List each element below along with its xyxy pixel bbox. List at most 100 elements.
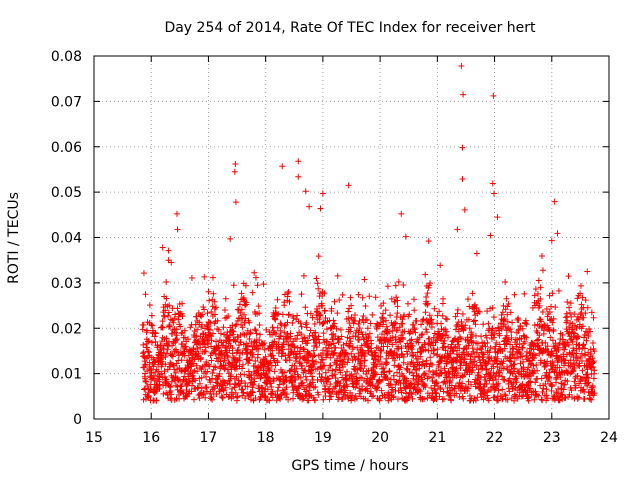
data-point — [298, 323, 305, 330]
data-point — [479, 365, 486, 372]
data-point — [531, 322, 538, 329]
data-point — [330, 317, 337, 324]
data-point — [392, 320, 399, 327]
data-point — [584, 371, 591, 378]
data-point — [400, 336, 407, 343]
data-point — [451, 385, 458, 392]
data-point — [270, 377, 277, 384]
data-point — [202, 394, 209, 401]
data-point — [395, 278, 402, 285]
data-point — [209, 396, 216, 403]
data-point — [532, 285, 539, 292]
data-point — [550, 315, 557, 322]
data-point — [456, 394, 463, 401]
data-point — [298, 331, 305, 338]
data-point — [181, 327, 188, 334]
data-point — [475, 308, 482, 315]
data-point — [309, 314, 316, 321]
data-point — [331, 298, 338, 305]
data-point — [159, 374, 166, 381]
data-point-peak — [232, 160, 239, 167]
data-point — [550, 350, 557, 357]
data-point — [266, 375, 273, 382]
data-point — [169, 330, 176, 337]
data-point — [316, 316, 323, 323]
data-point — [145, 338, 152, 345]
data-point — [584, 380, 591, 387]
data-point — [162, 307, 169, 314]
data-point — [589, 382, 596, 389]
data-point — [519, 353, 526, 360]
data-point — [334, 272, 341, 279]
data-point — [209, 375, 216, 382]
data-point — [542, 339, 549, 346]
data-point — [320, 319, 327, 326]
data-point — [364, 397, 371, 404]
data-point — [337, 380, 344, 387]
data-point — [161, 313, 168, 320]
data-point — [143, 344, 150, 351]
data-point — [489, 325, 496, 332]
data-point — [547, 334, 554, 341]
data-point — [358, 342, 365, 349]
data-point — [507, 309, 514, 316]
data-point — [485, 397, 492, 404]
data-point — [158, 358, 165, 365]
data-point — [211, 298, 218, 305]
data-point — [164, 346, 171, 353]
data-point — [192, 377, 199, 384]
data-point — [495, 380, 502, 387]
grid-lines — [94, 56, 609, 419]
data-point — [207, 379, 214, 386]
data-point — [285, 288, 292, 295]
data-point — [585, 332, 592, 339]
data-point — [386, 367, 393, 374]
data-point — [208, 357, 215, 364]
data-point — [409, 342, 416, 349]
data-point — [178, 330, 185, 337]
data-point — [256, 321, 263, 328]
data-point — [587, 328, 594, 335]
data-point — [391, 357, 398, 364]
y-tick-label: 0.03 — [51, 276, 82, 292]
data-point — [355, 291, 362, 298]
data-point — [456, 334, 463, 341]
data-point — [361, 276, 368, 283]
data-point — [372, 371, 379, 378]
data-point — [251, 269, 258, 276]
data-point — [454, 321, 461, 328]
data-point — [426, 335, 433, 342]
data-point — [555, 346, 562, 353]
data-point — [220, 324, 227, 331]
data-point — [420, 371, 427, 378]
data-point — [157, 343, 164, 350]
data-point — [581, 345, 588, 352]
data-point — [383, 323, 390, 330]
data-point — [242, 282, 249, 289]
data-point — [372, 294, 379, 301]
data-point — [483, 380, 490, 387]
data-point — [369, 376, 376, 383]
x-axis-label: GPS time / hours — [291, 458, 408, 474]
data-point — [271, 368, 278, 375]
data-point — [328, 341, 335, 348]
data-point — [317, 205, 324, 212]
data-point — [203, 373, 210, 380]
data-point — [181, 334, 188, 341]
data-point — [236, 301, 243, 308]
data-point — [194, 339, 201, 346]
data-point — [530, 370, 537, 377]
data-point — [571, 330, 578, 337]
data-point — [197, 354, 204, 361]
data-point — [499, 395, 506, 402]
data-point — [447, 377, 454, 384]
data-point — [158, 370, 165, 377]
data-point — [411, 307, 418, 314]
data-point — [246, 336, 253, 343]
data-point — [533, 362, 540, 369]
data-point — [239, 386, 246, 393]
data-point — [507, 341, 514, 348]
x-tick-label: 16 — [142, 430, 160, 446]
data-point — [489, 304, 496, 311]
data-point-peak — [489, 180, 496, 187]
